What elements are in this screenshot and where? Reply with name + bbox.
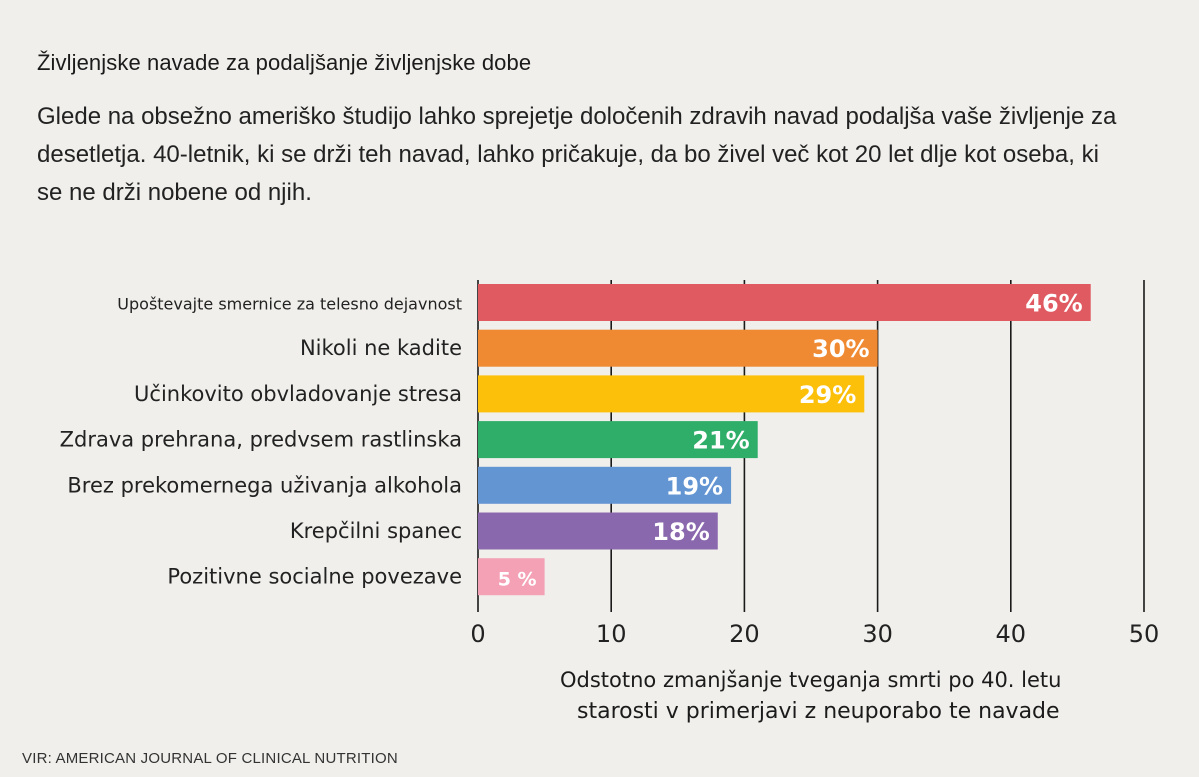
x-tick-label-0: 0: [470, 620, 485, 648]
category-label-2: Nikoli ne kadite: [300, 336, 462, 360]
category-label-5: Brez prekomernega uživanja alkohola: [67, 473, 462, 497]
value-label-1: 46%: [1025, 290, 1082, 318]
bar-4: [478, 421, 758, 459]
value-label-7: 5 %: [498, 569, 537, 591]
category-label-6: Krepčilni spanec: [290, 519, 462, 543]
bar-1: [478, 284, 1091, 321]
bar-6: [478, 512, 718, 550]
chart-title: Življenjske navade za podaljšanje življe…: [37, 50, 532, 75]
bar-5: [478, 466, 732, 504]
x-tick-label-50: 50: [1129, 620, 1160, 648]
value-label-2: 30%: [812, 335, 869, 363]
source-note: VIR: AMERICAN JOURNAL OF CLINICAL NUTRIT…: [22, 750, 398, 767]
category-label-1: Upoštevajte smernice za telesno dejavnos…: [117, 295, 462, 314]
category-label-3: Učinkovito obvladovanje stresa: [134, 382, 462, 406]
value-label-4: 21%: [692, 427, 749, 455]
value-label-5: 19%: [666, 472, 723, 500]
chart-subtitle: Glede na obsežno ameriško študijo lahko …: [37, 103, 1117, 206]
value-label-6: 18%: [652, 518, 709, 546]
x-tick-label-10: 10: [596, 620, 627, 648]
bar-7: [478, 558, 545, 596]
x-tick-label-30: 30: [862, 620, 893, 648]
x-tick-label-20: 20: [729, 620, 760, 648]
category-label-4: Zdrava prehrana, predvsem rastlinska: [60, 428, 462, 452]
x-axis-label-line2: starosti v primerjavi z neuporabo te nav…: [577, 699, 1060, 724]
x-tick-label-40: 40: [996, 620, 1027, 648]
value-label-3: 29%: [799, 381, 856, 409]
x-axis-label: Odstotno zmanjšanje tveganja smrti po 40…: [560, 664, 1120, 728]
x-axis-label-line1: Odstotno zmanjšanje tveganja smrti po 40…: [560, 668, 1062, 692]
bar-2: [478, 329, 878, 367]
category-label-7: Pozitivne socialne povezave: [167, 565, 462, 589]
bar-3: [478, 375, 865, 413]
